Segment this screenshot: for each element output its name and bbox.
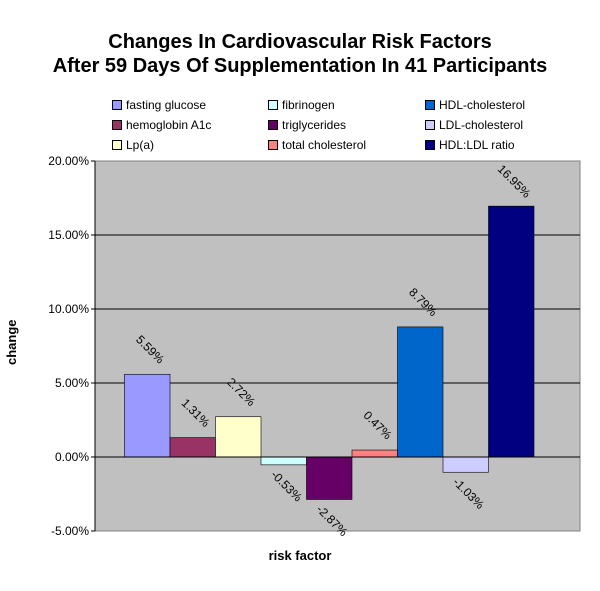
bar-lp-a- [215, 416, 262, 458]
legend-swatch [112, 140, 122, 150]
legend-item: HDL:LDL ratio [425, 137, 515, 153]
legend-swatch [268, 120, 278, 130]
y-tick-label: 20.00% [48, 154, 89, 168]
legend-swatch [112, 100, 122, 110]
legend-swatch [425, 140, 435, 150]
y-tick-label: 15.00% [48, 228, 89, 242]
bar-fasting-glucose [124, 373, 171, 458]
legend-swatch [425, 100, 435, 110]
legend-swatch [268, 100, 278, 110]
y-axis-label: change [4, 319, 19, 365]
bar-fibrinogen [260, 456, 307, 466]
legend-item: Lp(a) [112, 137, 154, 153]
legend-label: total cholesterol [282, 138, 367, 152]
y-tick-label: -5.00% [51, 524, 89, 538]
legend-label: LDL-cholesterol [439, 118, 524, 132]
bars [95, 205, 580, 500]
bar-total-cholesterol [351, 449, 398, 458]
bar-hdl-ldl-ratio [488, 205, 535, 458]
y-tick-label: 5.00% [55, 376, 89, 390]
legend-label: Lp(a) [126, 138, 155, 152]
y-tick-label: 0.00% [55, 450, 89, 464]
bar-hemoglobin-a1c [169, 437, 216, 458]
legend-label: hemoglobin A1c [126, 118, 212, 132]
x-axis-label: risk factor [268, 548, 332, 563]
legend-label: triglycerides [282, 118, 347, 132]
legend-label: HDL:LDL ratio [439, 138, 515, 152]
legend-label: fibrinogen [282, 98, 335, 112]
legend-item: fibrinogen [268, 97, 335, 113]
legend-swatch [268, 140, 278, 150]
bar-triglycerides [306, 456, 353, 500]
bar-ldl-cholesterol [442, 456, 489, 473]
legend-swatch [112, 120, 122, 130]
legend-label: fasting glucose [126, 98, 207, 112]
legend-item: HDL-cholesterol [425, 97, 525, 113]
chart-title: Changes In Cardiovascular Risk Factors [108, 31, 492, 53]
legend-item: hemoglobin A1c [112, 117, 211, 133]
legend-item: total cholesterol [268, 137, 366, 153]
legend-item: LDL-cholesterol [425, 117, 523, 133]
legend-item: triglycerides [268, 117, 346, 133]
legend-item: fasting glucose [112, 97, 206, 113]
legend-swatch [425, 120, 435, 130]
y-axis-ticks: -5.00% 0.00% 5.00% 10.00% 15.00% 20.00% [48, 154, 96, 538]
y-tick-label: 10.00% [48, 302, 89, 316]
bar-hdl-cholesterol [397, 326, 444, 458]
legend-label: HDL-cholesterol [439, 98, 526, 112]
chart-subtitle: After 59 Days Of Supplementation In 41 P… [52, 55, 548, 77]
